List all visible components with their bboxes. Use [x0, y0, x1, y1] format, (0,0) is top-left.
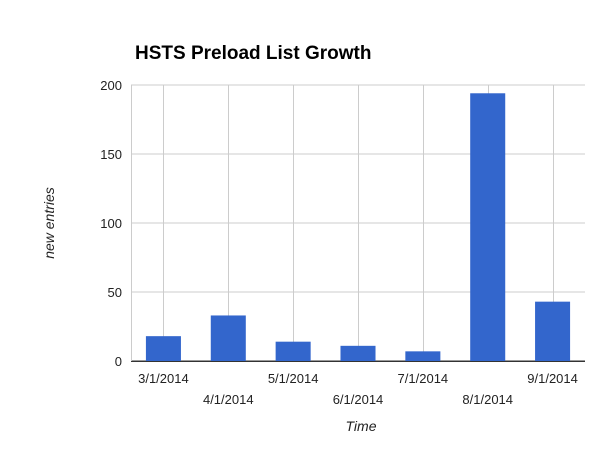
bar — [535, 301, 571, 361]
bar — [470, 93, 506, 361]
x-axis-title: Time — [346, 418, 377, 434]
x-tick-label: 9/1/2014 — [527, 371, 578, 386]
y-tick-label: 200 — [100, 78, 122, 93]
bars — [131, 93, 585, 362]
y-tick-label: 50 — [108, 285, 122, 300]
y-tick-label: 150 — [100, 147, 122, 162]
y-tick-label: 0 — [115, 354, 122, 369]
x-tick-label: 4/1/2014 — [203, 392, 254, 407]
x-tick-label: 5/1/2014 — [268, 371, 319, 386]
y-tick-label: 100 — [100, 216, 122, 231]
y-axis-title: new entries — [41, 187, 57, 259]
gridlines — [131, 84, 585, 362]
x-tick-label: 8/1/2014 — [462, 392, 513, 407]
chart-title: HSTS Preload List Growth — [135, 43, 371, 64]
y-tick-labels: 0 50 100 150 200 — [100, 78, 122, 369]
bar — [275, 341, 311, 361]
bar — [340, 345, 376, 361]
x-tick-label: 6/1/2014 — [333, 392, 384, 407]
x-tick-label: 3/1/2014 — [138, 371, 189, 386]
bar — [210, 315, 246, 361]
bar — [145, 336, 181, 361]
x-tick-labels: 3/1/2014 4/1/2014 5/1/2014 6/1/2014 7/1/2014… — [138, 371, 578, 407]
bar — [405, 351, 441, 361]
x-tick-label: 7/1/2014 — [398, 371, 449, 386]
